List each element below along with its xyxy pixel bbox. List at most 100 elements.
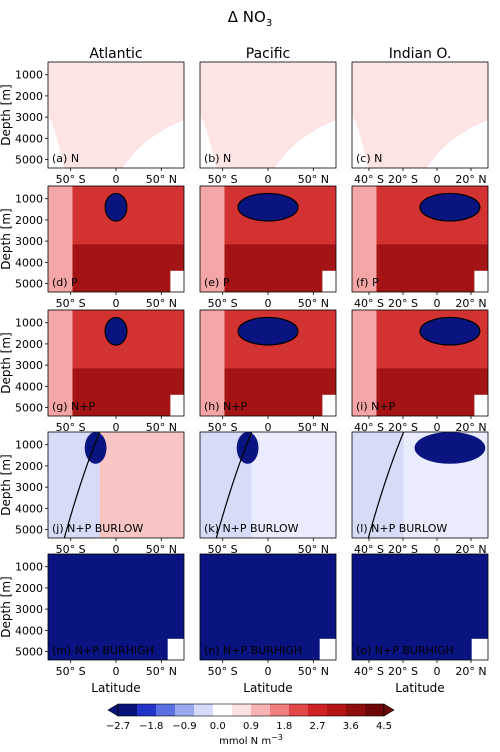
x-tick-label: 0	[265, 543, 272, 556]
figure-title: Δ NO3	[228, 8, 272, 29]
field-positive-edge	[48, 310, 73, 416]
colorbar-unit-exponent: −3	[271, 733, 283, 742]
field-positive-weak	[200, 62, 336, 168]
panel-field	[200, 432, 336, 538]
x-tick-label: 0	[113, 543, 120, 556]
panel-e: (e) P 50° S 0 50° N	[199, 185, 337, 310]
panel-label: (h) N+P	[204, 400, 247, 413]
colorbar-extend-max	[383, 703, 395, 717]
land-mask	[322, 394, 336, 416]
colorbar-segment	[365, 704, 385, 716]
y-axis-label: Depth [m]	[0, 332, 13, 393]
panel-field	[48, 554, 184, 660]
panel-label: (g) N+P	[52, 400, 96, 413]
panel-m: (m) N+P BURHIGH 1000 2000 3000 4000 5000Depth…	[0, 553, 185, 695]
panel-label: (d) P	[52, 276, 78, 289]
depth-tick-label: 4000	[15, 502, 43, 515]
x-tick-label: 50° N	[298, 543, 329, 556]
panel-field	[352, 62, 488, 168]
x-tick-label: 20° S	[388, 297, 418, 310]
depth-tick-label: 2000	[15, 214, 43, 227]
y-axis-label: Depth [m]	[0, 84, 13, 145]
x-tick-label: 50° S	[208, 421, 238, 434]
field-positive-edge	[352, 310, 377, 416]
panel-f: (f) P 40° S 20° S 0 20° N	[351, 185, 489, 310]
field-negative	[200, 554, 336, 660]
field-negative-core	[419, 192, 481, 222]
x-tick-label: 50° N	[146, 665, 177, 678]
panel-label: (n) N+P BURHIGH	[204, 644, 302, 657]
panel-label: (b) N	[204, 152, 231, 165]
panel-label: (e) P	[204, 276, 230, 289]
x-tick-label: 50° S	[208, 665, 238, 678]
field-negative-core	[104, 192, 128, 222]
colorbar-tick-label: 1.8	[276, 721, 292, 732]
panel-o: (o) N+P BURHIGH 40° S 20° S 0 20° N Latitude	[351, 553, 489, 695]
x-tick-label: 0	[434, 543, 441, 556]
field-positive-weak	[352, 62, 488, 168]
column-header: Atlantic	[89, 46, 142, 62]
depth-tick-label: 2000	[15, 460, 43, 473]
colorbar-frame	[117, 703, 385, 717]
colorbar-segment	[270, 704, 290, 716]
panel-field	[352, 554, 488, 660]
field-negative-core	[419, 316, 481, 346]
x-tick-label: 50° S	[208, 297, 238, 310]
land-mask	[474, 394, 488, 416]
land-mask	[322, 270, 336, 292]
field-negative-core	[104, 316, 128, 346]
x-tick-label: 40° S	[354, 297, 384, 310]
x-tick-label: 50° N	[298, 173, 329, 186]
x-tick-label: 20° N	[455, 297, 486, 310]
colorbar-segment	[156, 704, 176, 716]
panel-field	[352, 186, 488, 292]
depth-tick-label: 1000	[15, 561, 43, 574]
x-tick-label: 50° N	[146, 421, 177, 434]
colorbar-tick-label: 0.0	[210, 721, 226, 732]
y-axis-label: Depth [m]	[0, 576, 13, 637]
depth-tick-label: 2000	[15, 338, 43, 351]
colorbar-segment	[194, 704, 214, 716]
colorbar-segment	[346, 704, 366, 716]
field-negative-core	[84, 432, 107, 464]
panel-field	[200, 310, 336, 416]
land-mask	[319, 638, 336, 660]
panel-frame	[351, 553, 489, 661]
x-tick-label: 50° N	[298, 297, 329, 310]
depth-tick-label: 4000	[15, 256, 43, 269]
panel-label: (i) N+P	[356, 400, 396, 413]
colorbar-segment	[137, 704, 157, 716]
depth-tick-label: 3000	[15, 235, 43, 248]
panel-label: (j) N+P BURLOW	[52, 522, 143, 535]
colorbar-extend-min	[107, 703, 119, 717]
x-tick-label: 40° S	[354, 543, 384, 556]
column-header: Pacific	[246, 46, 291, 62]
colorbar-segment	[232, 704, 252, 716]
depth-tick-label: 5000	[15, 278, 43, 291]
panel-label: (f) P	[356, 276, 379, 289]
x-tick-label: 20° N	[455, 421, 486, 434]
panel-frame	[351, 431, 489, 539]
depth-tick-label: 5000	[15, 524, 43, 537]
y-axis-label: Depth [m]	[0, 454, 13, 515]
x-tick-label: 40° S	[354, 421, 384, 434]
depth-tick-label: 4000	[15, 380, 43, 393]
panel-k: (k) N+P BURLOW 50° S 0 50° N	[199, 431, 337, 556]
x-tick-label: 50° S	[56, 173, 86, 186]
depth-tick-label: 1000	[15, 439, 43, 452]
x-tick-label: 0	[113, 421, 120, 434]
colorbar-tick-label: −0.9	[172, 721, 196, 732]
panel-field	[48, 62, 184, 168]
panel-l: (l) N+P BURLOW 40° S 20° S 0 20° N	[351, 431, 489, 556]
x-tick-label: 20° N	[455, 665, 486, 678]
field-negative-weak	[352, 432, 404, 538]
colorbar-segment	[175, 704, 195, 716]
zero-contour	[367, 432, 405, 538]
x-tick-label: 50° N	[146, 543, 177, 556]
x-tick-label: 50° S	[208, 173, 238, 186]
colorbar-segment	[213, 704, 233, 716]
x-tick-label: 50° N	[298, 421, 329, 434]
zero-contour	[63, 432, 101, 538]
panel-frame	[351, 185, 489, 293]
depth-tick-label: 1000	[15, 69, 43, 82]
